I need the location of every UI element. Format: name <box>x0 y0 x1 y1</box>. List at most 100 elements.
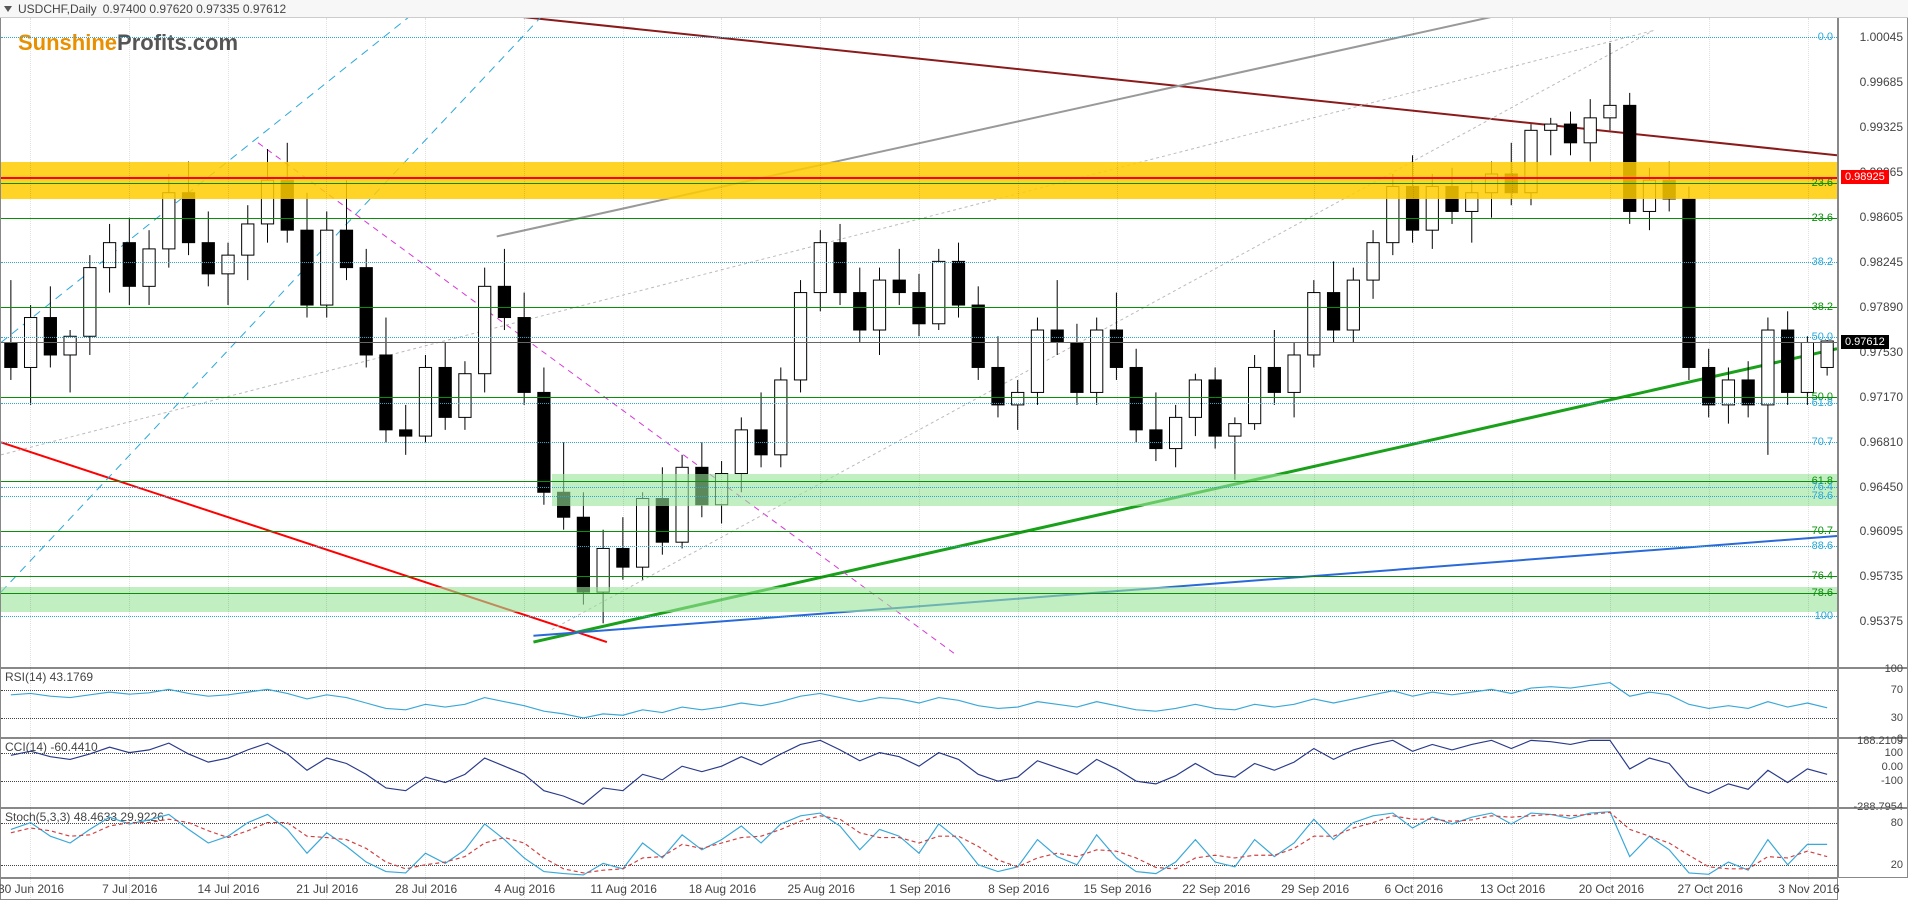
x-tick: 3 Nov 2016 <box>1778 882 1839 896</box>
x-gridline <box>129 18 130 898</box>
x-gridline <box>623 18 624 898</box>
price-tick: 1.00045 <box>1860 30 1903 44</box>
x-gridline <box>1512 18 1513 898</box>
fib-label-green: 78.6 <box>1810 587 1835 599</box>
indicator-tick: 100 <box>1885 747 1903 759</box>
x-tick: 25 Aug 2016 <box>788 882 855 896</box>
x-tick: 13 Oct 2016 <box>1480 882 1545 896</box>
candle <box>242 224 254 255</box>
x-gridline <box>721 18 722 898</box>
indicator-tick: 30 <box>1891 712 1903 724</box>
fib-label-cyan: 70.7 <box>1810 436 1835 448</box>
indicator-tick: 100 <box>1885 663 1903 675</box>
stoch-axis: 8020 <box>1838 808 1908 878</box>
candle <box>992 367 1004 404</box>
x-tick: 15 Sep 2016 <box>1084 882 1152 896</box>
trend-line <box>1 442 607 642</box>
fib-label-cyan: 88.6 <box>1810 540 1835 552</box>
cci-axis: 188.21091000.00-100-288.7954 <box>1838 738 1908 808</box>
candle <box>1584 118 1596 143</box>
price-tick: 0.96450 <box>1860 480 1903 494</box>
candle <box>1782 330 1794 392</box>
x-tick: 29 Sep 2016 <box>1281 882 1349 896</box>
resistance-badge: 0.98925 <box>1841 170 1889 184</box>
price-axis: 1.000450.996850.993250.989650.986050.982… <box>1838 18 1908 668</box>
symbol-label: USDCHF,Daily <box>18 2 97 16</box>
x-gridline <box>1808 18 1809 898</box>
candle <box>1327 293 1339 330</box>
x-tick: 28 Jul 2016 <box>395 882 457 896</box>
candle <box>400 430 412 436</box>
price-tick: 0.98605 <box>1860 210 1903 224</box>
candle <box>1071 343 1083 393</box>
candle <box>498 286 510 317</box>
price-tick: 0.99685 <box>1860 75 1903 89</box>
trend-line <box>295 18 1837 155</box>
candle <box>1742 380 1754 405</box>
x-tick: 8 Sep 2016 <box>988 882 1049 896</box>
candle <box>834 243 846 293</box>
candle <box>1564 124 1576 143</box>
dropdown-icon[interactable] <box>4 6 12 12</box>
price-tick: 0.96095 <box>1860 524 1903 538</box>
fib-label-green: 23.6 <box>1810 212 1835 224</box>
x-tick: 14 Jul 2016 <box>198 882 260 896</box>
price-tick: 0.98245 <box>1860 255 1903 269</box>
price-tick: 0.95375 <box>1860 614 1903 628</box>
candle <box>1229 424 1241 436</box>
candle <box>1130 367 1142 429</box>
fib-label-cyan: 0.0 <box>1816 31 1835 43</box>
x-gridline <box>1413 18 1414 898</box>
x-gridline <box>1117 18 1118 898</box>
x-gridline <box>1314 18 1315 898</box>
candle <box>1347 280 1359 330</box>
candle <box>735 430 747 474</box>
candle <box>202 243 214 274</box>
x-gridline <box>1610 18 1611 898</box>
indicator-tick: 70 <box>1891 684 1903 696</box>
x-gridline <box>228 18 229 898</box>
x-gridline <box>919 18 920 898</box>
indicator-tick: 0.00 <box>1882 761 1903 773</box>
candle <box>1268 367 1280 392</box>
x-tick: 30 Jun 2016 <box>0 882 64 896</box>
candle <box>1722 380 1734 405</box>
fib-label-cyan: 38.2 <box>1810 256 1835 268</box>
candle <box>1150 430 1162 449</box>
x-gridline <box>1215 18 1216 898</box>
candle <box>5 343 17 368</box>
fib-label-cyan: 78.6 <box>1810 490 1835 502</box>
price-zone <box>552 474 1837 505</box>
fib-label-cyan: 61.8 <box>1810 397 1835 409</box>
x-tick: 7 Jul 2016 <box>102 882 157 896</box>
fib-label-cyan: 100 <box>1813 610 1835 622</box>
last-price-badge: 0.97612 <box>1841 335 1889 349</box>
candle <box>775 380 787 455</box>
candle <box>854 293 866 330</box>
candle <box>1367 243 1379 280</box>
candle <box>1288 355 1300 392</box>
x-tick: 11 Aug 2016 <box>590 882 657 896</box>
candle <box>933 261 945 323</box>
x-tick: 20 Oct 2016 <box>1579 882 1644 896</box>
candle <box>1545 124 1557 130</box>
price-tick: 0.95735 <box>1860 569 1903 583</box>
ohlc-label: 0.97400 0.97620 0.97335 0.97612 <box>103 2 287 16</box>
fib-label-green: 38.2 <box>1810 301 1835 313</box>
price-tick: 0.97170 <box>1860 390 1903 404</box>
candle <box>1821 341 1833 367</box>
indicator-tick: 188.2109 <box>1857 735 1903 747</box>
price-tick: 0.99325 <box>1860 120 1903 134</box>
x-gridline <box>1018 18 1019 898</box>
candle <box>1091 330 1103 392</box>
x-gridline <box>820 18 821 898</box>
x-gridline <box>524 18 525 898</box>
candle <box>459 374 471 418</box>
price-tick: 0.97890 <box>1860 300 1903 314</box>
candle <box>439 367 451 417</box>
fib-label-green: 70.7 <box>1810 525 1835 537</box>
candle <box>1031 330 1043 392</box>
candle <box>1248 367 1260 423</box>
candle <box>84 268 96 337</box>
chart-root: USDCHF,Daily 0.97400 0.97620 0.97335 0.9… <box>0 0 1908 920</box>
